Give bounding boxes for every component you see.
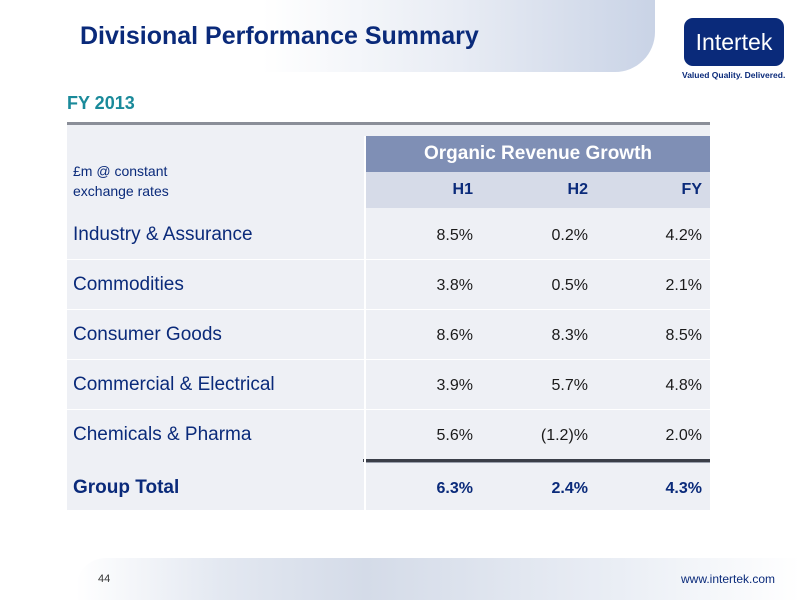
table-row: Commercial & Electrical 3.9% 5.7% 4.8% (67, 360, 710, 410)
cell-fy: 2.1% (665, 277, 702, 294)
cell-h1: 3.9% (436, 377, 473, 394)
unit-label: £m @ constant exchange rates (73, 161, 169, 201)
total-label: Group Total (73, 477, 180, 498)
total-separator (67, 459, 710, 462)
logo-text: Intertek (695, 28, 773, 55)
page-number: 44 (98, 573, 111, 585)
table-row: Industry & Assurance 8.5% 0.2% 4.2% (67, 210, 710, 260)
total-fy: 4.3% (665, 480, 702, 497)
cell-h1: 5.6% (436, 427, 473, 444)
row-label: Commercial & Electrical (73, 374, 275, 395)
logo-tagline: Valued Quality. Delivered. (682, 70, 786, 80)
cell-fy: 4.8% (665, 377, 702, 394)
footer-band (76, 558, 800, 600)
column-header-fy: FY (681, 181, 702, 198)
cell-h2: 8.3% (551, 327, 588, 344)
column-divider (364, 136, 366, 510)
cell-fy: 2.0% (665, 427, 702, 444)
cell-h1: 8.6% (436, 327, 473, 344)
website-link[interactable]: www.intertek.com (681, 572, 776, 586)
total-row: Group Total 6.3% 2.4% 4.3% (67, 463, 710, 513)
row-label: Industry & Assurance (73, 224, 253, 245)
intertek-logo: Intertek (684, 18, 784, 66)
cell-h1: 8.5% (436, 227, 473, 244)
column-header-h2: H2 (567, 181, 588, 198)
total-separator-thin (366, 462, 710, 463)
unit-label-line1: £m @ constant (73, 163, 168, 179)
row-label: Chemicals & Pharma (73, 424, 252, 445)
table-row: Chemicals & Pharma 5.6% (1.2)% 2.0% (67, 410, 710, 460)
performance-table: £m @ constant exchange rates Organic Rev… (67, 122, 710, 510)
row-label: Commodities (73, 274, 184, 295)
section-subtitle: FY 2013 (67, 93, 135, 113)
cell-h2: 0.5% (551, 277, 588, 294)
total-h2: 2.4% (551, 480, 588, 497)
cell-fy: 8.5% (665, 327, 702, 344)
cell-fy: 4.2% (665, 227, 702, 244)
row-label: Consumer Goods (73, 324, 222, 345)
title-bar (0, 0, 655, 72)
column-header-row: H1 H2 FY (366, 172, 710, 208)
group-header: Organic Revenue Growth (366, 136, 710, 172)
table-row: Commodities 3.8% 0.5% 2.1% (67, 260, 710, 310)
page-title: Divisional Performance Summary (80, 22, 479, 50)
unit-label-line2: exchange rates (73, 183, 169, 199)
table-row: Consumer Goods 8.6% 8.3% 8.5% (67, 310, 710, 360)
group-header-label: Organic Revenue Growth (423, 143, 653, 164)
cell-h2: 5.7% (551, 377, 588, 394)
cell-h1: 3.8% (436, 277, 473, 294)
cell-h2: 0.2% (551, 227, 588, 244)
cell-h2: (1.2)% (540, 427, 588, 444)
column-header-h1: H1 (452, 181, 473, 198)
total-h1: 6.3% (436, 480, 473, 497)
